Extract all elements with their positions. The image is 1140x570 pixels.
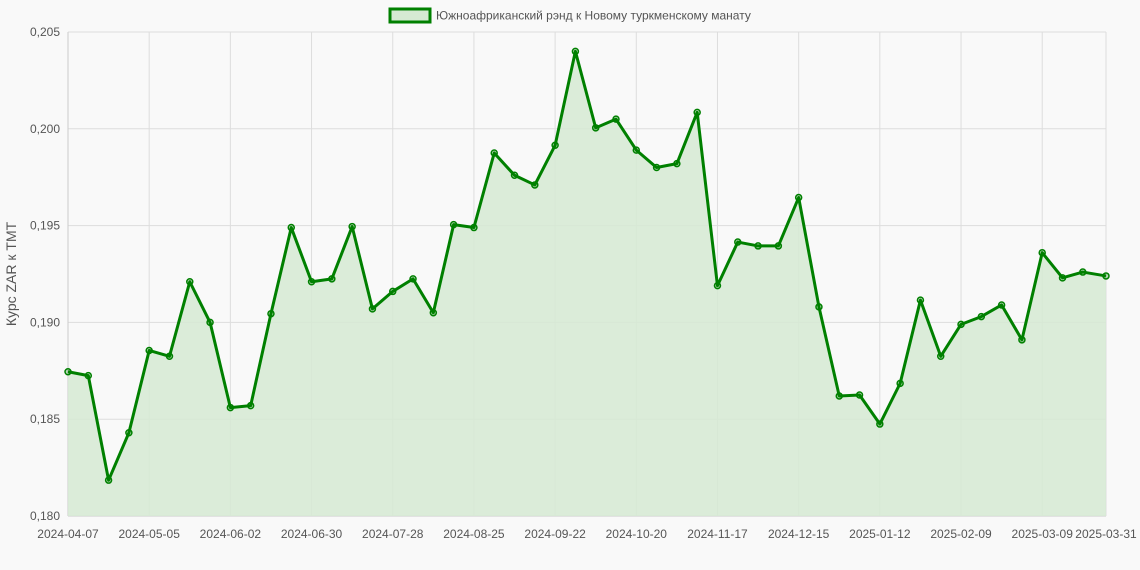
data-point[interactable] xyxy=(145,346,153,355)
data-point[interactable] xyxy=(1058,274,1067,282)
data-point[interactable] xyxy=(531,181,539,189)
data-point[interactable] xyxy=(734,238,742,246)
data-point[interactable] xyxy=(551,141,559,150)
x-tick-label: 2025-03-31 xyxy=(1075,527,1137,541)
data-point[interactable] xyxy=(348,222,356,231)
data-point[interactable] xyxy=(84,371,93,380)
data-point[interactable] xyxy=(125,429,133,437)
data-point[interactable] xyxy=(267,309,275,318)
x-tick-label: 2024-06-30 xyxy=(281,527,343,541)
data-point[interactable] xyxy=(632,146,641,154)
data-point[interactable] xyxy=(693,108,701,117)
y-tick-label: 0,200 xyxy=(30,122,60,136)
data-point[interactable] xyxy=(571,47,580,56)
legend-label: Южноафриканский рэнд к Новому туркменско… xyxy=(436,9,751,23)
data-point[interactable] xyxy=(1018,336,1026,344)
data-point[interactable] xyxy=(713,281,722,290)
data-point[interactable] xyxy=(673,159,681,168)
x-tick-label: 2025-01-12 xyxy=(849,527,911,541)
data-point[interactable] xyxy=(754,242,762,250)
data-point[interactable] xyxy=(957,320,965,329)
x-tick-label: 2024-09-22 xyxy=(524,527,586,541)
x-tick-label: 2024-08-25 xyxy=(443,527,505,541)
series-area xyxy=(68,51,1106,517)
data-point[interactable] xyxy=(368,305,377,313)
data-point[interactable] xyxy=(997,301,1006,309)
data-point[interactable] xyxy=(774,242,783,250)
data-point[interactable] xyxy=(1102,272,1110,280)
y-tick-label: 0,185 xyxy=(30,412,60,426)
x-tick-label: 2024-12-15 xyxy=(768,527,830,541)
y-tick-label: 0,180 xyxy=(30,509,60,523)
data-point[interactable] xyxy=(1079,268,1087,276)
data-point[interactable] xyxy=(328,275,336,283)
data-point[interactable] xyxy=(64,368,72,376)
data-point[interactable] xyxy=(652,163,661,172)
data-point[interactable] xyxy=(449,220,458,229)
legend-swatch xyxy=(388,7,432,24)
data-point[interactable] xyxy=(206,318,214,327)
data-point[interactable] xyxy=(916,296,925,304)
x-tick-label: 2024-10-20 xyxy=(606,527,668,541)
x-tick-label: 2024-06-02 xyxy=(200,527,262,541)
data-point[interactable] xyxy=(226,403,235,412)
data-point[interactable] xyxy=(409,275,417,283)
y-tick-label: 0,190 xyxy=(30,315,60,329)
data-point[interactable] xyxy=(855,391,864,399)
data-point[interactable] xyxy=(165,352,174,361)
x-tick-label: 2024-04-07 xyxy=(37,527,99,541)
data-point[interactable] xyxy=(490,149,498,157)
series-line xyxy=(67,49,1107,482)
y-tick-label: 0,195 xyxy=(30,219,60,233)
data-point[interactable] xyxy=(246,401,255,410)
series-layer xyxy=(64,47,1110,517)
data-point[interactable] xyxy=(104,476,113,484)
y-tick-labels: 0,180 0,185 0,190 0,195 0,200 0,205 xyxy=(30,25,60,523)
x-tick-label: 2025-02-09 xyxy=(930,527,992,541)
data-point[interactable] xyxy=(815,303,823,311)
y-axis-title: Курс ZAR к TMT xyxy=(3,221,19,326)
data-point[interactable] xyxy=(794,193,803,202)
data-point[interactable] xyxy=(307,277,316,286)
data-point[interactable] xyxy=(977,312,986,321)
data-point[interactable] xyxy=(835,392,843,400)
data-point[interactable] xyxy=(470,223,478,232)
legend[interactable]: Южноафриканский рэнд к Новому туркменско… xyxy=(388,7,751,24)
data-point[interactable] xyxy=(1038,248,1046,257)
data-point[interactable] xyxy=(612,115,620,123)
x-tick-label: 2025-03-09 xyxy=(1012,527,1074,541)
data-point[interactable] xyxy=(896,379,904,388)
data-point[interactable] xyxy=(936,352,945,361)
data-point[interactable] xyxy=(510,171,519,180)
data-point[interactable] xyxy=(429,308,438,317)
data-point[interactable] xyxy=(388,287,397,296)
data-point[interactable] xyxy=(591,124,600,132)
x-tick-labels: 2024-04-07 2024-05-05 2024-06-02 2024-06-30… xyxy=(37,527,1137,541)
data-point[interactable] xyxy=(876,420,884,428)
x-tick-label: 2024-05-05 xyxy=(118,527,180,541)
x-tick-label: 2024-07-28 xyxy=(362,527,424,541)
y-tick-label: 0,205 xyxy=(30,25,60,39)
data-point[interactable] xyxy=(186,277,194,286)
x-tick-label: 2024-11-17 xyxy=(687,527,748,541)
data-point[interactable] xyxy=(287,223,296,232)
